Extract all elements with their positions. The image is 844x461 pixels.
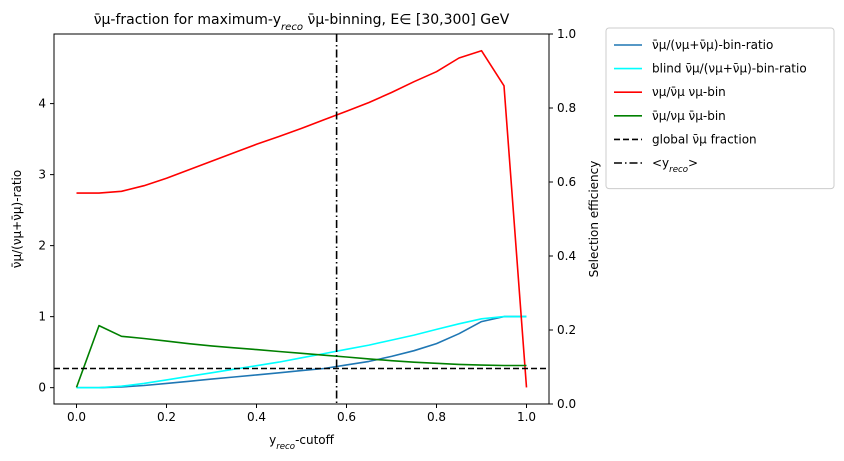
x-tick-label: 1.0 (517, 410, 536, 424)
legend-label: ν̄μ/νμ ν̄μ-bin (652, 109, 726, 123)
y-axis-right: 0.0 0.2 0.4 0.6 0.8 1.0 (549, 27, 576, 411)
y-axis-left-label: ν̄μ/(νμ+ν̄μ)-ratio (10, 170, 24, 268)
legend-label: global ν̄μ fraction (652, 132, 757, 146)
series-line-3 (76, 49, 528, 388)
legend-label: blind ν̄μ/(νμ+ν̄μ)-bin-ratio (652, 62, 807, 76)
legend-label: νμ/ν̄μ νμ-bin (652, 85, 726, 99)
y-right-tick-label: 1.0 (557, 27, 576, 41)
x-tick-label: 0.6 (337, 410, 356, 424)
series-line-4 (75, 324, 527, 388)
plot-content (54, 34, 549, 404)
y-left-tick-label: 4 (38, 97, 46, 111)
legend-box (605, 27, 835, 190)
x-tick-label: 0.2 (157, 410, 176, 424)
y-right-tick-label: 0.8 (557, 101, 576, 115)
plot-frame (53, 33, 550, 405)
x-axis-label: yreco-cutoff (269, 433, 335, 452)
y-right-tick-label: 0.6 (557, 175, 576, 189)
legend-label: <yreco> (652, 156, 698, 175)
y-right-tick-label: 0.4 (557, 249, 576, 263)
y-right-tick-label: 0.0 (557, 397, 576, 411)
legend-label: ν̄μ/(νμ+ν̄μ)-bin-ratio (652, 38, 773, 52)
series-line-1 (76, 315, 527, 389)
y-left-tick-label: 0 (38, 381, 46, 395)
y-axis-left: 0 1 2 3 4 (38, 97, 54, 395)
series-line-2 (76, 315, 527, 389)
x-tick-label: 0.4 (247, 410, 266, 424)
chart-title: ν̄μ-fraction for maximum-yreco ν̄μ-binni… (94, 12, 510, 33)
legend: ν̄μ/(νμ+ν̄μ)-bin-ratio blind ν̄μ/(νμ+ν̄μ)… (605, 27, 835, 190)
y-left-tick-label: 1 (38, 310, 46, 324)
x-axis: 0.0 0.2 0.4 0.6 0.8 1.0 (67, 404, 536, 424)
y-left-tick-label: 3 (38, 168, 46, 182)
x-tick-label: 0.8 (427, 410, 446, 424)
x-tick-label: 0.0 (67, 410, 86, 424)
y-right-tick-label: 0.2 (557, 323, 576, 337)
y-axis-right-label: Selection efficiency (587, 161, 601, 278)
y-left-tick-label: 2 (38, 239, 46, 253)
